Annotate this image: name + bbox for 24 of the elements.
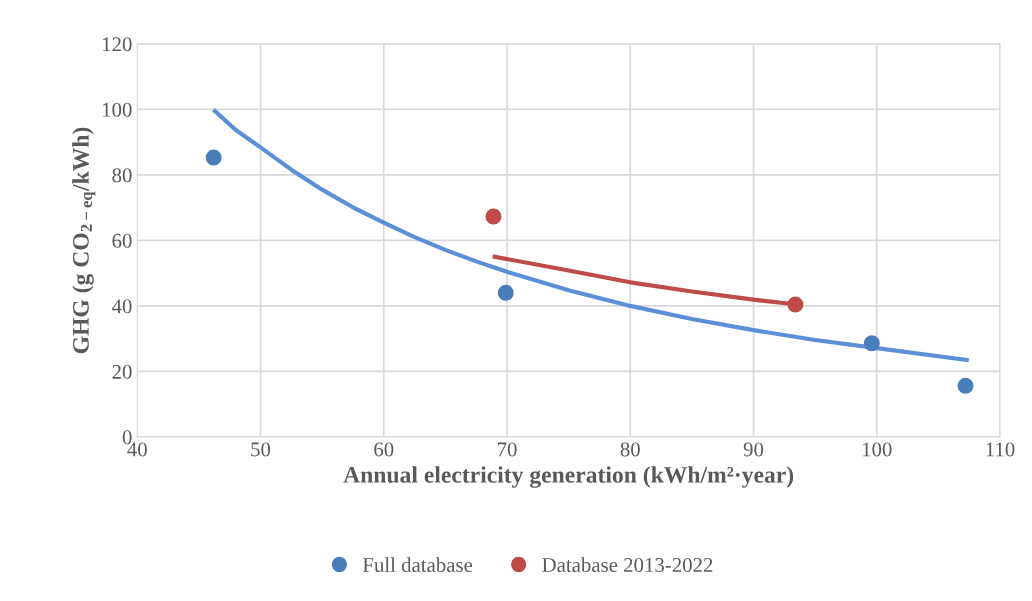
y-tick-label: 40 <box>111 299 132 314</box>
y-tick-label: 60 <box>112 233 132 248</box>
legend-label: Full database <box>362 557 473 573</box>
legend-label: Database 2013-2022 <box>542 557 713 573</box>
y-axis-title: GHG (g CO$_{2−eq}$/kWh) <box>72 127 96 354</box>
x-tick-label: 60 <box>374 442 394 457</box>
y-tick-label: 100 <box>102 102 132 117</box>
point <box>957 377 974 394</box>
point <box>485 208 502 225</box>
x-tick-label: 80 <box>620 442 640 457</box>
point <box>787 296 804 313</box>
y-tick-label: 80 <box>112 168 132 183</box>
x-tick-label: 100 <box>862 442 892 457</box>
point <box>205 149 222 166</box>
point <box>497 284 514 301</box>
y-tick-label: 20 <box>112 364 132 379</box>
x-tick-label: 70 <box>497 442 517 457</box>
line-series <box>212 108 969 363</box>
x-tick-label: 90 <box>743 442 764 457</box>
x-axis-title: Annual electricity generation (kWh/m²·year) <box>343 466 794 488</box>
point <box>863 335 880 352</box>
y-tick-label: 120 <box>102 37 132 52</box>
x-tick-label: 50 <box>251 442 271 457</box>
x-tick-label: 110 <box>986 442 1015 457</box>
